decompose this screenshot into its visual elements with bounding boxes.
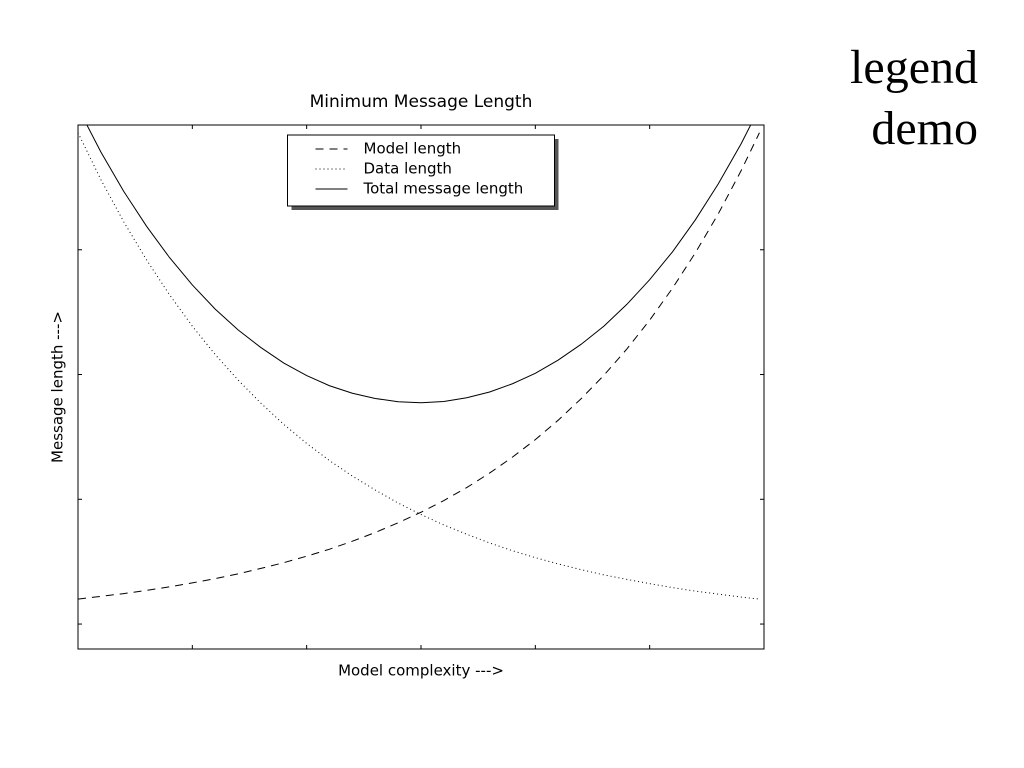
series-line — [86, 125, 752, 404]
slide-title: legend — [850, 41, 978, 94]
series-line — [78, 132, 760, 600]
plot-area — [78, 125, 760, 600]
legend-label: Model length — [364, 140, 462, 158]
x-axis-label: Model complexity ---> — [338, 662, 504, 680]
y-axis-label: Message length ---> — [49, 311, 67, 463]
legend-box — [287, 134, 555, 207]
slide-title: demo — [871, 102, 978, 155]
legend-label: Total message length — [363, 180, 524, 198]
chart-title: Minimum Message Length — [310, 92, 533, 112]
legend-label: Data length — [364, 160, 452, 178]
series-line — [78, 132, 760, 600]
